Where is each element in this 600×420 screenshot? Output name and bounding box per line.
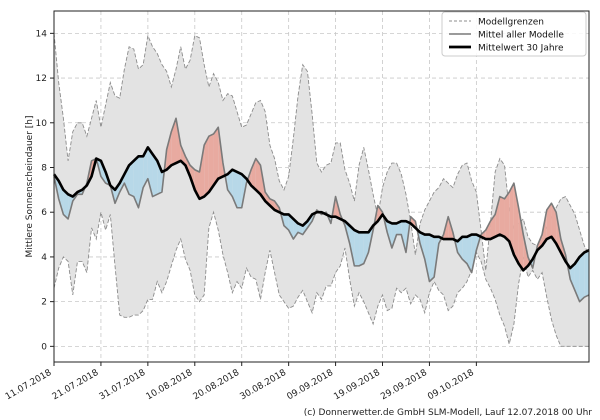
below-normal-fill: [429, 234, 435, 282]
above-normal-fill: [551, 203, 557, 244]
range-lower-line: [53, 210, 589, 347]
above-normal-fill: [204, 136, 209, 197]
y-tick-label: 6: [41, 208, 47, 218]
below-normal-fill: [129, 160, 134, 197]
y-axis-label: Mittlere Sonnenscheindauer [h]: [25, 116, 35, 258]
legend: Modellgrenzen Mittel aller Modelle Mitte…: [441, 11, 587, 57]
above-normal-fill: [495, 196, 500, 237]
legend-label-range: Modellgrenzen: [478, 18, 544, 28]
below-normal-fill: [138, 156, 144, 208]
x-tick-label: 29.09.2018: [379, 368, 429, 403]
below-normal-fill: [63, 189, 69, 219]
below-normal-fill: [570, 263, 575, 291]
y-tick-label: 2: [41, 298, 47, 308]
y-tick-label: 10: [36, 119, 48, 129]
y-tick-label: 8: [41, 163, 47, 173]
y-tick-label: 4: [41, 253, 47, 263]
below-normal-fill: [574, 256, 580, 302]
above-normal-fill: [265, 192, 270, 206]
x-tick-label: 20.08.2018: [192, 368, 242, 403]
below-normal-fill: [462, 236, 467, 264]
x-tick-label: 31.07.2018: [98, 368, 148, 403]
above-normal-fill: [518, 207, 524, 271]
y-tick-label: 14: [36, 29, 48, 39]
below-normal-fill: [152, 154, 158, 197]
below-normal-fill: [288, 214, 294, 240]
below-normal-fill: [354, 230, 360, 266]
legend-label-climate: Mittelwert 30 Jahre: [478, 44, 564, 54]
y-tick-label: 0: [41, 342, 47, 352]
below-normal-fill: [471, 234, 477, 273]
above-normal-fill: [255, 158, 261, 195]
x-axis: 11.07.201821.07.201831.07.201810.08.2018…: [4, 362, 477, 403]
x-tick-label: 30.08.2018: [239, 368, 289, 403]
below-normal-fill: [391, 223, 397, 248]
below-normal-fill: [302, 221, 308, 235]
y-tick-label: 12: [36, 74, 47, 84]
above-normal-fill: [208, 133, 214, 193]
series-lines: [52, 117, 590, 303]
below-normal-fill: [579, 252, 585, 302]
above-normal-fill: [199, 145, 205, 199]
below-normal-fill: [584, 250, 589, 298]
x-tick-label: 21.07.2018: [51, 368, 101, 403]
above-normal-fill: [509, 183, 514, 255]
below-normal-fill: [227, 169, 233, 197]
below-normal-fill: [363, 232, 369, 264]
below-normal-fill: [401, 221, 406, 253]
x-tick-label: 09.10.2018: [426, 368, 476, 403]
below-normal-fill: [424, 234, 430, 282]
below-normal-fill: [466, 234, 472, 273]
climate-mean-line: [52, 146, 590, 272]
above-normal-fill: [546, 203, 552, 240]
legend-box: [441, 11, 587, 57]
below-normal-fill: [133, 156, 139, 208]
above-normal-fill: [499, 196, 505, 237]
below-normal-fill: [349, 225, 355, 266]
credit-footer: (c) Donnerwetter.de GmbH SLM-Modell, Lau…: [303, 408, 592, 418]
below-normal-fill: [420, 232, 425, 260]
model-range-band: [53, 33, 590, 347]
legend-label-model-mean: Mittel aller Modelle: [478, 31, 564, 41]
x-tick-label: 09.09.2018: [285, 368, 335, 403]
below-normal-fill: [396, 221, 402, 235]
above-normal-fill: [166, 131, 172, 170]
above-normal-fill: [485, 221, 491, 240]
model-mean-line: [53, 117, 590, 303]
range-upper-line: [53, 33, 590, 271]
above-normal-fill: [251, 158, 256, 190]
plot-frame: [53, 10, 590, 363]
range-area: [54, 33, 589, 347]
below-normal-fill: [387, 221, 392, 248]
below-normal-fill: [147, 147, 153, 197]
above-normal-fill: [213, 127, 219, 186]
x-tick-label: 19.09.2018: [332, 368, 382, 403]
below-normal-fill: [359, 232, 364, 266]
above-normal-fill: [504, 192, 510, 242]
below-normal-fill: [237, 171, 242, 208]
x-tick-label: 11.07.2018: [4, 368, 54, 403]
below-normal-fill: [143, 147, 148, 188]
y-axis: 0 2 4 6 8 10 12 14: [36, 29, 54, 352]
x-tick-label: 10.08.2018: [145, 368, 195, 403]
